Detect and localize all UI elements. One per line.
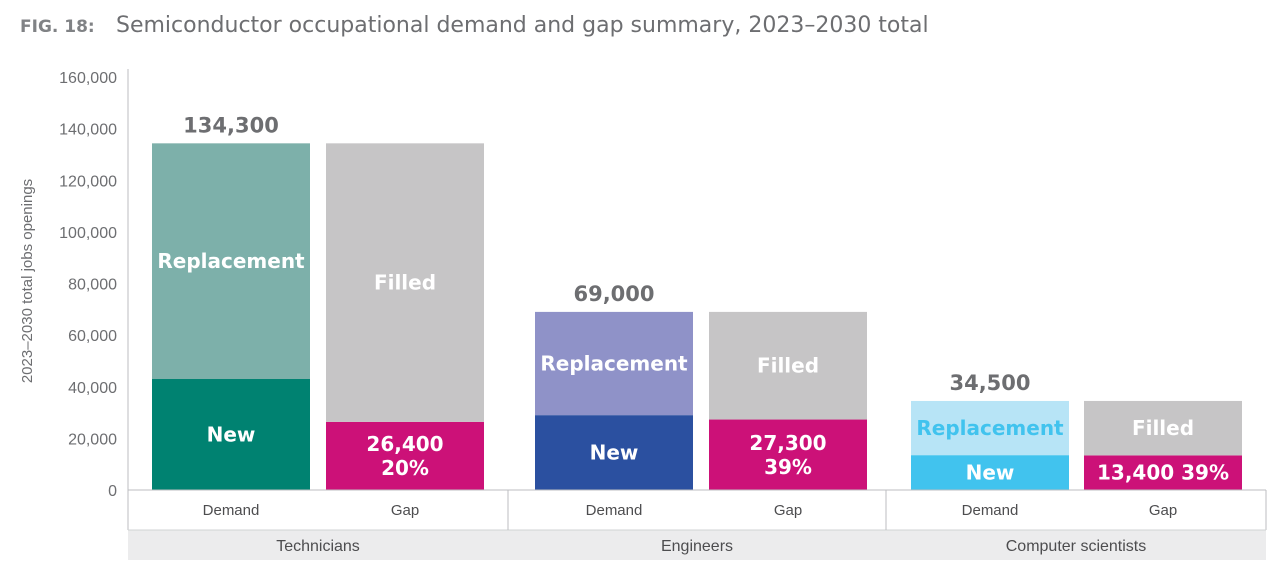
y-tick-label: 80,000 <box>68 277 117 294</box>
bar-segment-new <box>911 455 1069 490</box>
category-label: Gap <box>391 502 419 519</box>
segment-label: New <box>966 461 1015 485</box>
group-label: Computer scientists <box>1006 538 1147 555</box>
bar-segment-filled <box>326 143 484 422</box>
y-tick-label: 100,000 <box>59 225 117 242</box>
bar-segment-replacement <box>911 400 1069 456</box>
bar-segment-gap <box>709 419 867 490</box>
bar-segment-gap <box>1084 455 1242 490</box>
group-label-band <box>128 530 1266 560</box>
total-label: 69,000 <box>573 282 654 306</box>
y-tick-label: 120,000 <box>59 173 117 190</box>
y-tick-label: 40,000 <box>68 380 117 397</box>
segment-label: Filled <box>1132 416 1194 440</box>
figure-number: FIG. 18: <box>20 17 95 37</box>
bar-segment-filled <box>709 311 867 420</box>
y-axis-label: 2023–2030 total jobs openings <box>19 179 36 383</box>
segment-label: 20% <box>381 456 429 480</box>
chart-title: Semiconductor occupational demand and ga… <box>116 13 929 38</box>
bar-segment-new <box>535 415 693 490</box>
group-label: Engineers <box>661 538 733 555</box>
bar-segment-filled <box>1084 400 1242 456</box>
category-label: Gap <box>774 502 802 519</box>
segment-label: Replacement <box>157 249 305 273</box>
segment-label: 27,300 <box>749 431 826 455</box>
segment-label: Replacement <box>916 416 1064 440</box>
total-label: 134,300 <box>183 113 279 137</box>
segment-label: Replacement <box>540 352 688 376</box>
group-label: Technicians <box>276 538 360 555</box>
bar-segment-gap <box>326 421 484 490</box>
segment-label: Filled <box>757 354 819 378</box>
y-tick-label: 20,000 <box>68 431 117 448</box>
bar-segment-replacement <box>535 311 693 416</box>
segment-label: Filled <box>374 271 436 295</box>
y-axis: 0 20,000 40,000 60,000 80,000 100,000 120,000 1… <box>59 69 129 500</box>
bar-segment-replacement <box>152 143 310 380</box>
y-tick-label: 0 <box>108 483 117 500</box>
segment-label: New <box>590 441 639 465</box>
category-label: Demand <box>203 502 260 519</box>
segment-label: 13,400 39% <box>1097 461 1229 485</box>
bar-group-computer-scientists: New Replacement 13,400 39% Filled 34,500 <box>911 371 1242 490</box>
y-tick-label: 160,000 <box>59 70 117 87</box>
segment-label: New <box>207 423 256 447</box>
segment-label: 26,400 <box>366 432 443 456</box>
x-axis: Demand Gap Technicians Demand Gap Engineers De… <box>127 489 1267 560</box>
y-tick-label: 60,000 <box>68 328 117 345</box>
segment-label: 39% <box>764 455 812 479</box>
category-label: Demand <box>586 502 643 519</box>
bar-segment-new <box>152 379 310 490</box>
category-label: Demand <box>962 502 1019 519</box>
y-tick-label: 140,000 <box>59 122 117 139</box>
total-label: 34,500 <box>949 371 1030 395</box>
category-label: Gap <box>1149 502 1177 519</box>
